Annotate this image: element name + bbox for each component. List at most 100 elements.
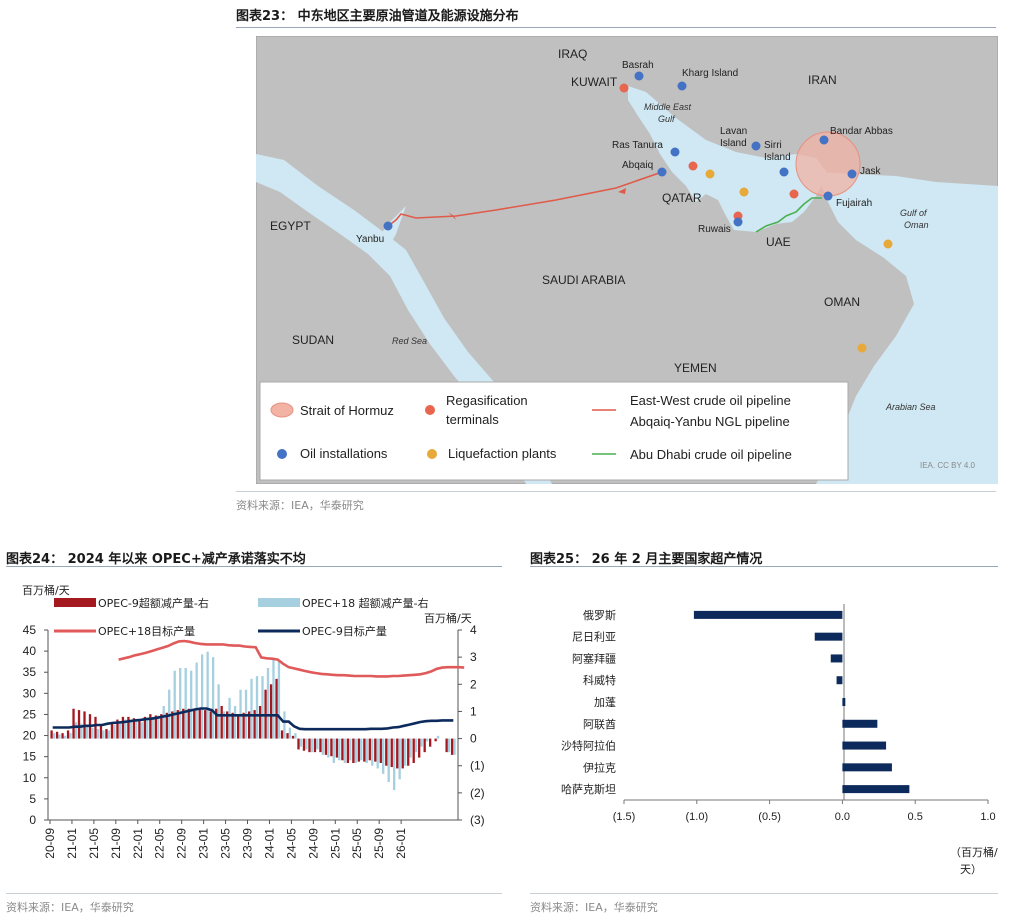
fig24-opec18-bar xyxy=(211,657,215,739)
fig24-opec9-bar xyxy=(324,738,328,755)
label-yanbu: Yanbu xyxy=(356,234,384,245)
fig24-opec18-bar xyxy=(124,719,127,739)
fig24-opec18-bar xyxy=(107,730,111,739)
label-gulf-line1: Middle East xyxy=(644,102,692,112)
fig25-bar xyxy=(842,698,846,706)
fig24-opec9-bar xyxy=(121,716,125,739)
legend-pipe-green-label: Abu Dhabi crude oil pipeline xyxy=(630,447,792,462)
fig24-opec18-bar xyxy=(283,711,286,739)
label-gulf-of-oman-line1: Gulf of xyxy=(900,208,928,218)
label-sudan: SUDAN xyxy=(292,333,334,347)
fig24-opec9-bar xyxy=(182,708,185,739)
fig24-opec9-bar xyxy=(396,738,399,769)
fig24-opec18-bar xyxy=(354,738,357,763)
fig24-opec18-bar xyxy=(343,738,346,763)
map-svg: IRAQ KUWAIT IRAN QATAR EGYPT SAUDI ARABI… xyxy=(255,35,999,485)
fig24-opec18-bar xyxy=(102,730,105,739)
label-fujairah: Fujairah xyxy=(836,198,872,209)
label-kuwait: KUWAIT xyxy=(571,75,618,89)
fig24-opec9-bar xyxy=(193,710,196,739)
fig24-opec9-bar xyxy=(253,710,256,739)
oil-dot-lavan xyxy=(751,141,761,151)
abu-dhabi-pipeline xyxy=(755,197,822,233)
fig24-opec18-bar xyxy=(338,738,341,761)
label-iraq: IRAQ xyxy=(558,47,587,61)
fig25-title: 图表25： 26 年 2 月主要国家超产情况 xyxy=(530,552,763,567)
fig24-left-ticks: 45 40 35 30 25 20 15 10 5 0 xyxy=(23,623,48,827)
label-arabian-sea: Arabian Sea xyxy=(885,402,936,412)
fig24-opec9-bar xyxy=(50,730,53,739)
fig24-opec18-bar xyxy=(414,738,418,753)
map-credit: IEA. CC BY 4.0 xyxy=(920,461,976,470)
legend-regas-label-line1: Regasification xyxy=(446,393,528,408)
fig24-opec18-bar xyxy=(387,738,390,782)
fig24-opec9-bar xyxy=(275,678,278,739)
fig24-right-ticks: 4 3 2 1 0 (1) (2) (3) xyxy=(458,623,485,827)
fig24-x-tick: 26-01 xyxy=(394,828,408,859)
fig24-opec18-bar xyxy=(398,738,401,780)
fig24-opec9-bar xyxy=(363,738,366,762)
fig24-opec18-bar xyxy=(63,735,67,739)
oil-dot-ruwais xyxy=(733,217,743,227)
label-bandar-abbas: Bandar Abbas xyxy=(830,126,893,137)
fig24-opec9-bar xyxy=(346,738,350,763)
fig24-opec18-bar xyxy=(327,738,330,758)
fig24-opec18-bar xyxy=(277,659,281,739)
fig24-opec9-bar xyxy=(94,716,97,739)
fig24-opec18-bar xyxy=(146,719,149,739)
legend-opec18-bar-swatch xyxy=(258,598,300,607)
fig24-opec9-bar xyxy=(374,738,377,762)
oil-dot-yanbu xyxy=(383,221,393,231)
oil-dot-abqaiq xyxy=(657,167,667,177)
fig25-bar xyxy=(836,676,843,685)
fig24-opec9-bar xyxy=(154,715,157,739)
oil-dot-bandar-abbas xyxy=(819,135,829,145)
label-yemen: YEMEN xyxy=(674,361,717,375)
fig24-opec18-bar xyxy=(173,670,176,739)
fig25-bar xyxy=(842,741,887,750)
legend-opec9-line-label: OPEC-9目标产量 xyxy=(302,624,387,638)
fig24-left-tick: 30 xyxy=(23,686,37,700)
fig24-right-tick: 4 xyxy=(470,623,477,637)
fig24-opec9-bar xyxy=(429,738,432,747)
fig24-opec9-bar xyxy=(204,710,207,739)
fig24-chart: 百万桶/天 百万桶/天 OPEC-9超额减产量-右 OPEC+18 超额减产量-… xyxy=(22,583,485,859)
legend-opec9-bar-label: OPEC-9超额减产量-右 xyxy=(98,596,209,610)
legend-liquef-label: Liquefaction plants xyxy=(448,446,557,461)
fig24-opec18-bar xyxy=(365,738,368,763)
fig24-x-tick: 23-01 xyxy=(197,828,211,859)
fig25-source-rule xyxy=(530,893,998,894)
fig24-opec9-bar xyxy=(302,738,306,751)
fig24-opec18-bar xyxy=(135,720,138,739)
fig25-category-label: 沙特阿拉伯 xyxy=(561,739,616,753)
fig24-x-tick: 24-05 xyxy=(284,828,298,859)
legend-hormuz-icon xyxy=(270,402,294,418)
fig25-x-tick: (1.5) xyxy=(613,811,636,823)
fig25-category-label: 哈萨克斯坦 xyxy=(561,782,616,796)
fig24-opec9-bar xyxy=(127,716,130,739)
fig24-opec18-bar xyxy=(310,738,314,753)
fig23-title-rule xyxy=(236,27,996,28)
fig24-opec18-bar xyxy=(129,719,132,739)
legend-oil-label: Oil installations xyxy=(300,446,388,461)
fig24-title: 图表24： 2024 年以来 OPEC+减产承诺落实不均 xyxy=(6,552,306,567)
fig25-x-tick: 0.0 xyxy=(835,811,850,823)
fig24-opec18-bar xyxy=(332,738,335,763)
fig24-opec9-bar xyxy=(176,710,179,739)
fig24-opec9-bar xyxy=(423,738,426,753)
fig24-opec9-bar xyxy=(61,733,64,739)
label-saudi-arabia: SAUDI ARABIA xyxy=(542,273,625,287)
label-oman: OMAN xyxy=(824,295,860,309)
fig23-title: 图表23： 中东地区主要原油管道及能源设施分布 xyxy=(236,9,519,24)
oil-dot-fujairah xyxy=(823,191,833,201)
legend-pipe-red-line1: East-West crude oil pipeline xyxy=(630,393,791,408)
legend-opec9-bar-swatch xyxy=(54,598,96,607)
fig24-opec18-bar xyxy=(195,662,198,739)
fig24-opec9-bar xyxy=(77,710,81,739)
fig24-opec9-bar xyxy=(258,706,262,739)
fig24-opec9-bar xyxy=(390,738,393,768)
label-gulf-line2: Gulf xyxy=(658,114,676,124)
fig24-opec18-bar xyxy=(91,727,94,739)
fig24-left-tick: 45 xyxy=(23,623,37,637)
fig24-right-tick: (3) xyxy=(470,813,485,827)
